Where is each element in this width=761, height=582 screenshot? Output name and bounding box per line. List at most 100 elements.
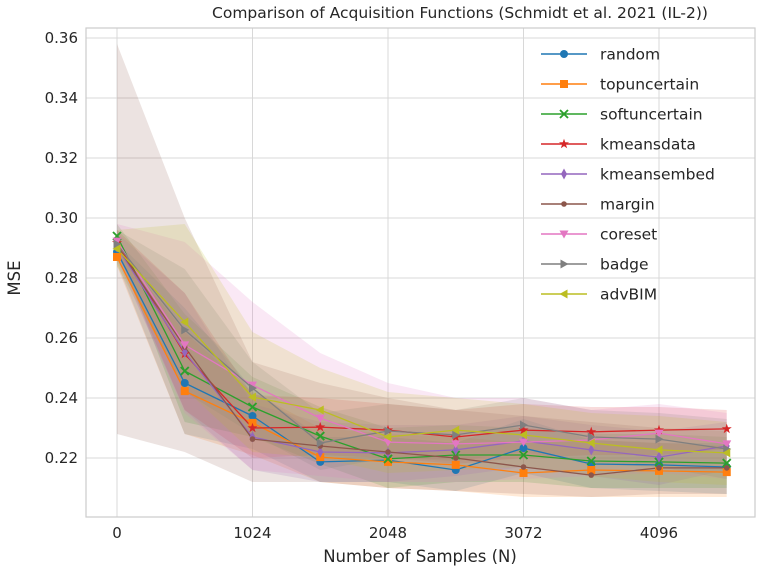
marker-margin: [249, 436, 256, 442]
line-topuncertain: [116, 256, 727, 474]
band-topuncertain: [117, 248, 727, 497]
marker-kmeansdata: [518, 424, 529, 435]
y-axis-label: MSE: [5, 260, 24, 295]
axis-tick-labels: 0.22 0.24 0.26 0.28 0.30 0.32 0.34 0.36 0 1024 204…: [45, 29, 678, 542]
marker-coreset: [654, 429, 664, 438]
marker-margin: [385, 449, 391, 455]
marker-badge: [384, 426, 393, 436]
marker-kmeansembed: [588, 444, 595, 456]
legend-marker-softuncertain: [559, 109, 569, 119]
marker-topuncertain: [113, 253, 121, 261]
marker-badge: [587, 432, 596, 442]
x-tick-label: 0: [112, 524, 122, 542]
line-random: [116, 251, 727, 471]
y-tick-label: 0.22: [45, 449, 78, 467]
legend-label-kmeansembed: kmeansembed: [600, 166, 715, 184]
x-tick-label: 4096: [640, 524, 678, 542]
marker-advBIM: [315, 405, 324, 415]
line-kmeansembed: [116, 246, 727, 458]
legend-item-advBIM: advBIM: [541, 286, 657, 304]
y-tick-label: 0.36: [45, 29, 78, 47]
marker-badge: [113, 239, 122, 249]
marker-advBIM: [247, 392, 256, 402]
marker-margin: [588, 472, 595, 478]
band-softuncertain: [117, 224, 727, 488]
legend-marker-badge: [560, 259, 569, 269]
marker-advBIM: [112, 244, 121, 254]
marker-topuncertain: [180, 387, 189, 396]
legend-label-topuncertain: topuncertain: [600, 76, 699, 94]
marker-topuncertain: [722, 468, 731, 477]
band-kmeansdata: [117, 230, 727, 464]
marker-advBIM: [180, 317, 189, 327]
marker-topuncertain: [383, 457, 392, 466]
marker-badge: [655, 434, 664, 444]
y-tick-label: 0.34: [45, 89, 78, 107]
legend-item-margin: margin: [541, 196, 655, 214]
marker-advBIM: [586, 438, 595, 448]
legend-item-softuncertain: softuncertain: [541, 106, 703, 124]
marker-badge: [452, 430, 461, 440]
marker-random: [180, 379, 189, 387]
plot-frame: [85, 27, 756, 518]
x-tick-label: 2048: [369, 524, 407, 542]
marker-badge: [181, 325, 190, 335]
marker-softuncertain: [722, 458, 732, 468]
legend-item-random: random: [541, 46, 660, 64]
marker-advBIM: [654, 445, 663, 455]
marker-coreset: [315, 414, 325, 423]
marker-coreset: [180, 341, 190, 350]
legend-marker-margin: [561, 201, 567, 207]
marker-softuncertain: [518, 450, 529, 460]
x-tick-label: 3072: [504, 524, 542, 542]
marker-topuncertain: [451, 460, 460, 469]
marker-kmeansdata: [721, 423, 732, 434]
legend-label-advBIM: advBIM: [600, 286, 657, 304]
legend-item-topuncertain: topuncertain: [541, 76, 699, 94]
marker-advBIM: [383, 432, 392, 442]
marker-badge: [519, 420, 528, 430]
legend-item-kmeansembed: kmeansembed: [541, 166, 715, 184]
marker-coreset: [451, 440, 461, 449]
marker-kmeansdata: [247, 422, 258, 433]
marker-topuncertain: [519, 469, 528, 477]
marker-coreset: [722, 440, 732, 449]
marker-random: [519, 444, 528, 453]
legend-item-badge: badge: [541, 256, 649, 274]
marker-kmeansembed: [452, 444, 459, 456]
marker-advBIM: [451, 425, 460, 435]
marker-kmeansdata: [653, 424, 665, 435]
legend-label-badge: badge: [600, 256, 649, 274]
legend-marker-topuncertain: [560, 80, 568, 88]
marker-advBIM: [722, 448, 731, 458]
marker-coreset: [518, 438, 528, 447]
marker-softuncertain: [586, 456, 596, 466]
marker-advBIM: [518, 430, 527, 440]
legend-marker-coreset: [559, 230, 569, 239]
series-markers: [111, 231, 732, 478]
marker-margin: [520, 464, 527, 470]
band-advBIM: [117, 224, 727, 485]
band-kmeansembed: [117, 233, 727, 485]
legend-label-random: random: [600, 46, 660, 64]
x-tick-label: 1024: [233, 524, 271, 542]
marker-softuncertain: [315, 431, 325, 441]
band-coreset: [117, 224, 727, 482]
band-badge: [117, 230, 727, 479]
marker-softuncertain: [180, 366, 190, 376]
band-margin: [117, 44, 727, 497]
legend-marker-advBIM: [559, 289, 568, 299]
marker-margin: [723, 465, 730, 471]
legend-label-margin: margin: [600, 196, 655, 214]
legend-marker-random: [560, 50, 568, 58]
line-advBIM: [116, 248, 727, 454]
marker-kmeansembed: [655, 451, 662, 463]
marker-topuncertain: [587, 466, 596, 474]
marker-badge: [248, 383, 257, 393]
legend-label-kmeansdata: kmeansdata: [600, 136, 696, 154]
marker-kmeansdata: [315, 421, 326, 432]
y-tick-label: 0.24: [45, 389, 78, 407]
legend: random topuncertain softuncertain kmeansdat…: [541, 46, 715, 304]
